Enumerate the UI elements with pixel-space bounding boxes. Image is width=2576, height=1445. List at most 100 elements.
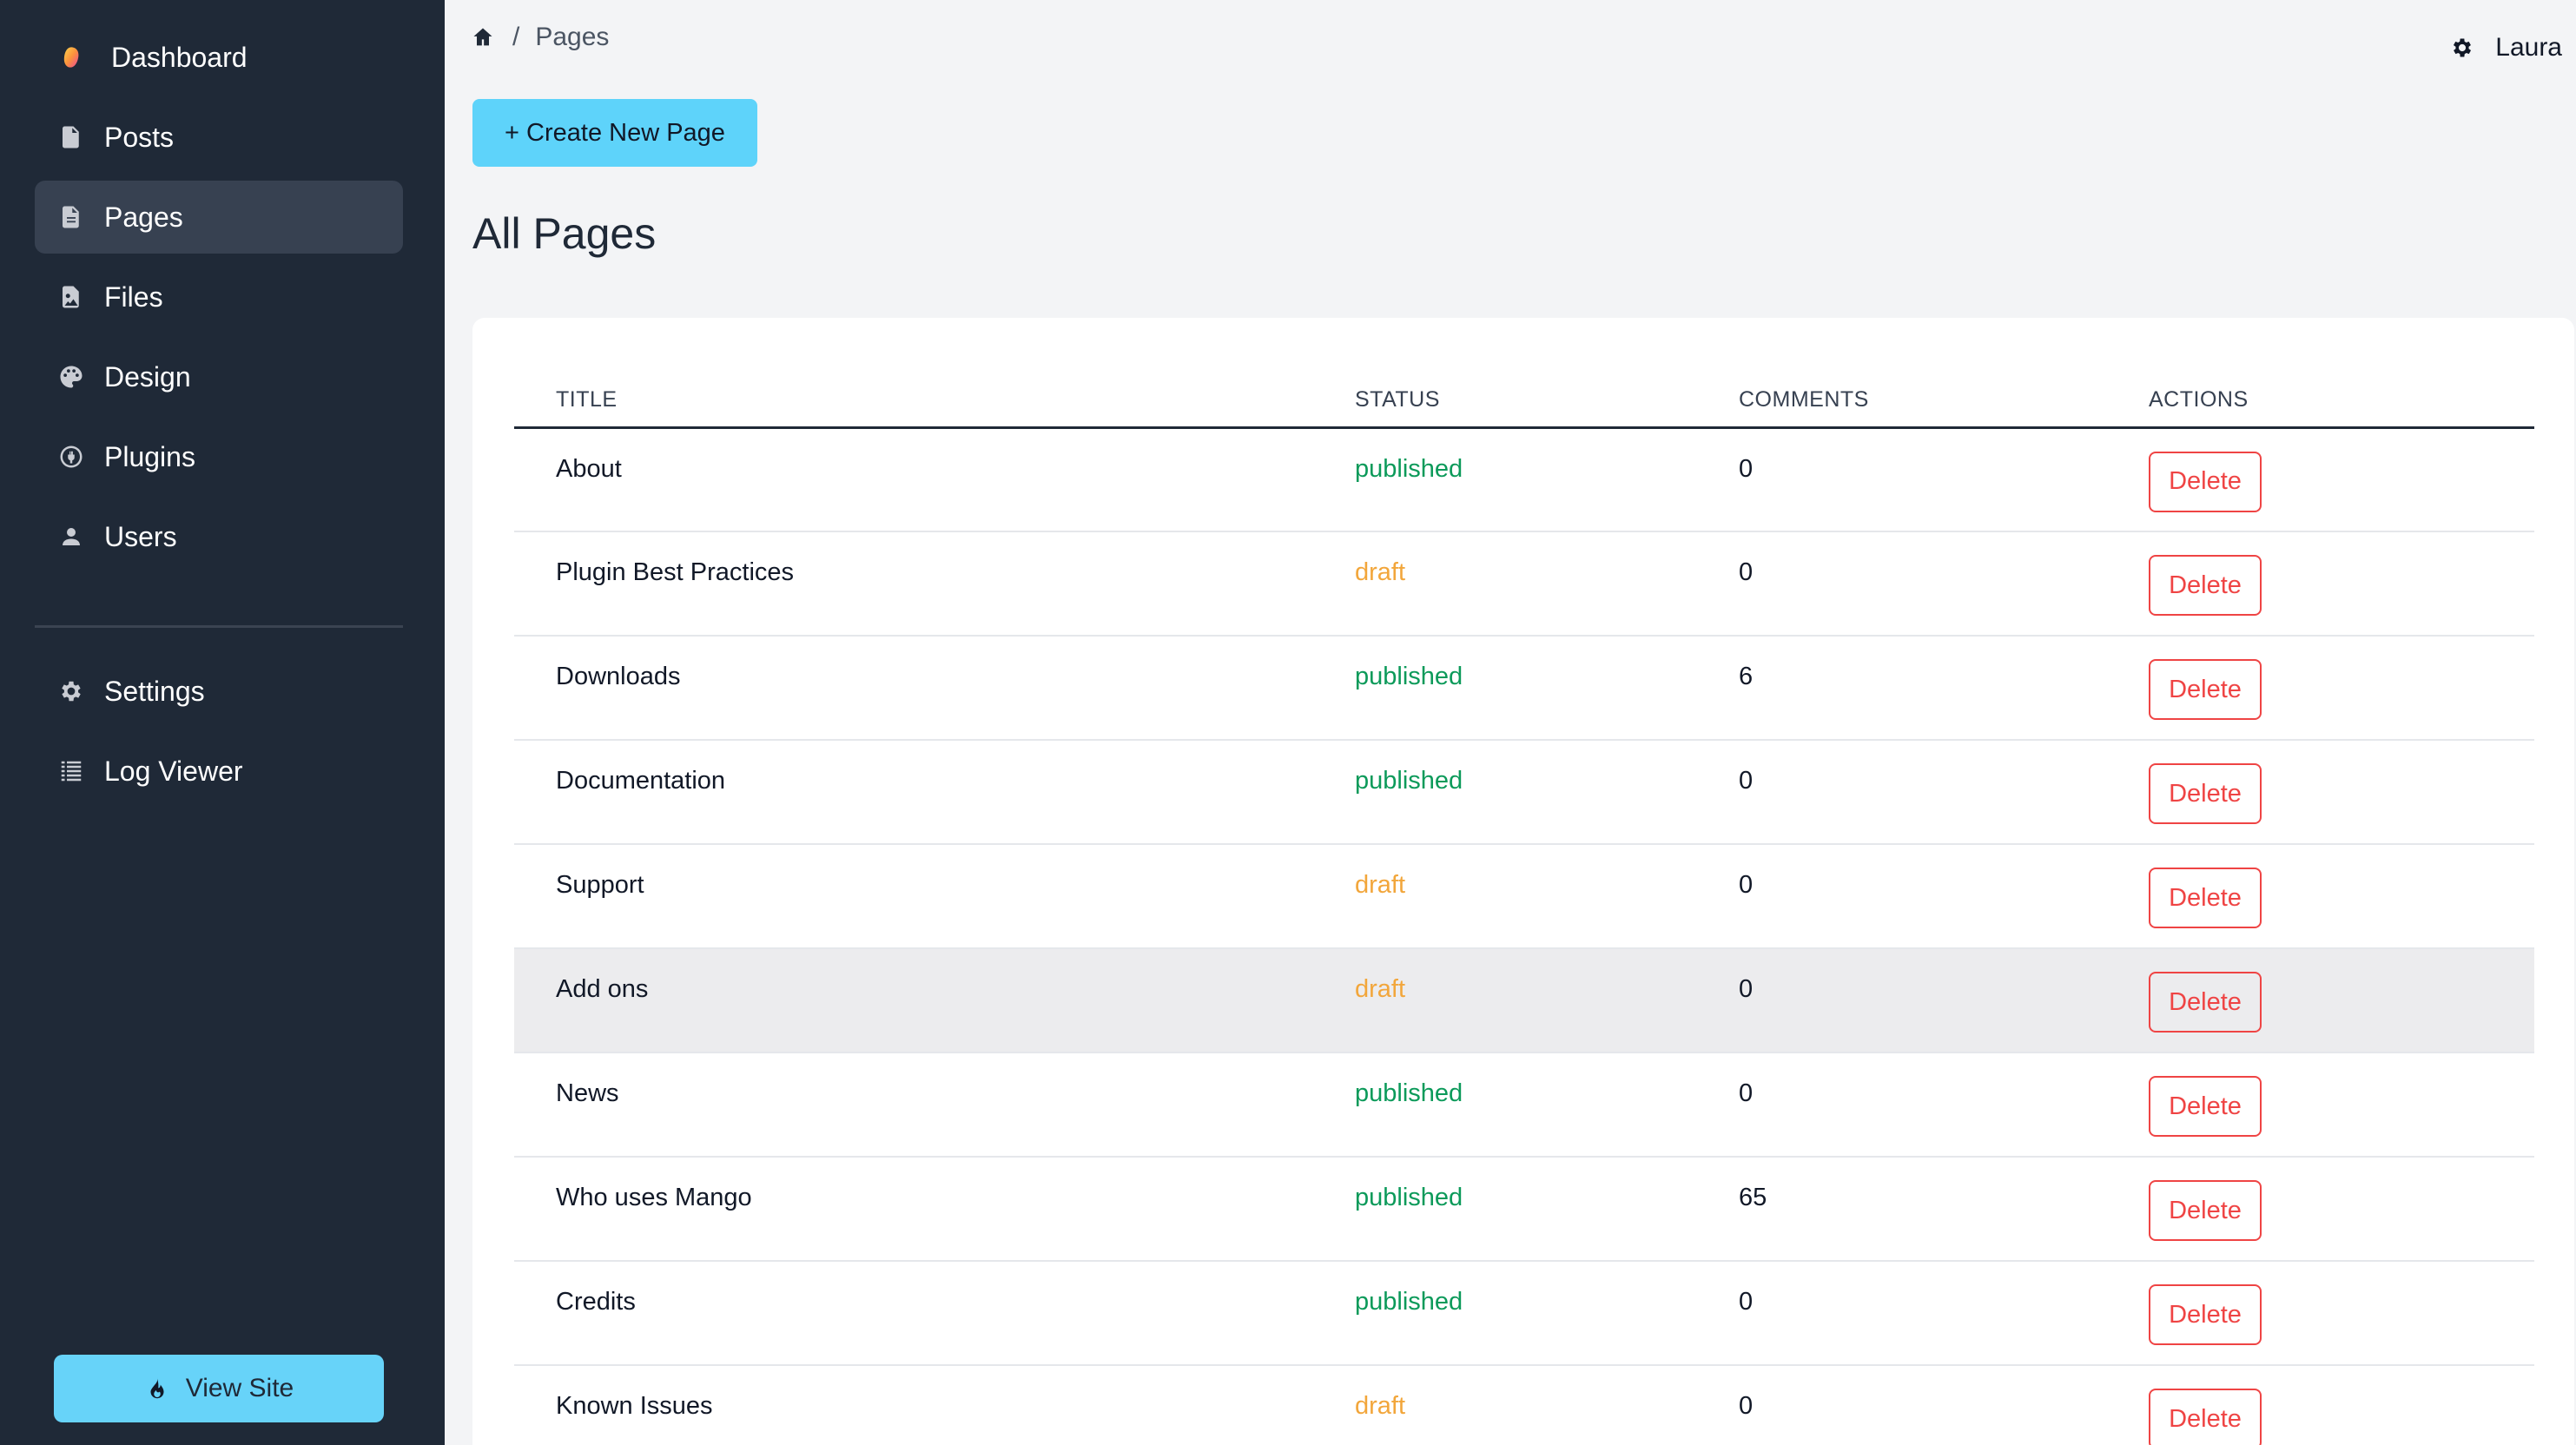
page-title-cell[interactable]: Downloads	[556, 663, 681, 690]
sidebar: Dashboard Posts Pages Files	[0, 0, 445, 1445]
sidebar-divider	[35, 625, 403, 628]
sidebar-nav: Dashboard Posts Pages Files	[35, 21, 403, 580]
table-body: About published 0 Delete Plugin Best Pra…	[514, 427, 2534, 1445]
status-cell: draft	[1355, 975, 1406, 1003]
sidebar-item-files[interactable]: Files	[35, 261, 403, 333]
sidebar-item-log-viewer[interactable]: Log Viewer	[35, 735, 403, 808]
comments-cell: 6	[1739, 663, 1754, 690]
delete-button[interactable]: Delete	[2149, 868, 2262, 928]
sidebar-item-label: Plugins	[104, 440, 195, 472]
create-new-page-button[interactable]: + Create New Page	[472, 99, 757, 167]
page-title-cell[interactable]: Plugin Best Practices	[556, 558, 795, 586]
actions-cell: Delete	[2149, 844, 2534, 948]
comments-cell: 0	[1739, 871, 1754, 899]
actions-cell: Delete	[2149, 531, 2534, 636]
delete-button[interactable]: Delete	[2149, 763, 2262, 824]
sidebar-item-pages[interactable]: Pages	[35, 181, 403, 254]
breadcrumb-separator: /	[512, 23, 520, 51]
status-cell: published	[1355, 1184, 1463, 1211]
status-cell: published	[1355, 663, 1463, 690]
pages-table-card: TITLE STATUS COMMENTS ACTIONS About publ…	[472, 318, 2574, 1445]
actions-cell: Delete	[2149, 1157, 2534, 1261]
page-title-cell[interactable]: Support	[556, 871, 644, 899]
comments-cell: 0	[1739, 1392, 1754, 1420]
delete-button[interactable]: Delete	[2149, 1076, 2262, 1137]
table-row[interactable]: Plugin Best Practices draft 0 Delete	[514, 531, 2534, 636]
actions-cell: Delete	[2149, 636, 2534, 740]
actions-cell: Delete	[2149, 1365, 2534, 1445]
page-title-cell[interactable]: News	[556, 1079, 619, 1107]
sidebar-item-label: Posts	[104, 121, 175, 153]
sidebar-item-label: Design	[104, 360, 191, 393]
delete-button[interactable]: Delete	[2149, 659, 2262, 720]
sidebar-item-posts[interactable]: Posts	[35, 101, 403, 174]
table-row[interactable]: About published 0 Delete	[514, 427, 2534, 531]
table-row[interactable]: Downloads published 6 Delete	[514, 636, 2534, 740]
page-title: All Pages	[472, 209, 657, 258]
image-file-icon	[56, 281, 87, 313]
page-icon	[56, 201, 87, 233]
user-menu[interactable]: Laura	[2450, 33, 2562, 63]
delete-button[interactable]: Delete	[2149, 555, 2262, 616]
sidebar-item-label: Pages	[104, 201, 183, 233]
column-header-title: TITLE	[514, 370, 1355, 429]
delete-button[interactable]: Delete	[2149, 451, 2262, 512]
actions-cell: Delete	[2149, 948, 2534, 1052]
sidebar-item-settings[interactable]: Settings	[35, 655, 403, 728]
user-icon	[56, 521, 87, 552]
delete-button[interactable]: Delete	[2149, 972, 2262, 1033]
column-header-comments: COMMENTS	[1739, 370, 2149, 429]
sidebar-item-users[interactable]: Users	[35, 500, 403, 573]
table-row[interactable]: Known Issues draft 0 Delete	[514, 1365, 2534, 1445]
delete-button[interactable]: Delete	[2149, 1180, 2262, 1241]
actions-cell: Delete	[2149, 1261, 2534, 1365]
comments-cell: 0	[1739, 767, 1754, 795]
sidebar-item-label: Files	[104, 280, 163, 313]
page-title-cell[interactable]: Documentation	[556, 767, 726, 795]
table-row[interactable]: Documentation published 0 Delete	[514, 740, 2534, 844]
table-row[interactable]: News published 0 Delete	[514, 1052, 2534, 1157]
gear-icon[interactable]	[2450, 36, 2474, 60]
delete-button[interactable]: Delete	[2149, 1389, 2262, 1445]
mango-logo-icon	[56, 42, 87, 73]
status-cell: published	[1355, 1288, 1463, 1316]
page-title-cell[interactable]: Who uses Mango	[556, 1184, 752, 1211]
status-cell: draft	[1355, 1392, 1406, 1420]
comments-cell: 0	[1739, 558, 1754, 586]
comments-cell: 0	[1739, 1079, 1754, 1107]
table-row[interactable]: Support draft 0 Delete	[514, 844, 2534, 948]
gear-icon	[56, 676, 87, 707]
home-icon[interactable]	[471, 25, 495, 49]
delete-button[interactable]: Delete	[2149, 1284, 2262, 1345]
table-row[interactable]: Add ons draft 0 Delete	[514, 948, 2534, 1052]
sidebar-item-design[interactable]: Design	[35, 340, 403, 413]
sidebar-item-dashboard[interactable]: Dashboard	[35, 21, 403, 94]
comments-cell: 0	[1739, 975, 1754, 1003]
page-title-cell[interactable]: Credits	[556, 1288, 636, 1316]
column-header-actions: ACTIONS	[2149, 370, 2534, 429]
main-content: / Pages Laura + Create New Page All Page…	[445, 0, 2576, 1445]
table-row[interactable]: Credits published 0 Delete	[514, 1261, 2534, 1365]
table-row[interactable]: Who uses Mango published 65 Delete	[514, 1157, 2534, 1261]
status-cell: published	[1355, 1079, 1463, 1107]
comments-cell: 65	[1739, 1184, 1767, 1211]
sidebar-item-label: Settings	[104, 675, 205, 707]
page-title-cell[interactable]: Known Issues	[556, 1392, 713, 1420]
comments-cell: 0	[1739, 1288, 1754, 1316]
column-header-status: STATUS	[1355, 370, 1739, 429]
actions-cell: Delete	[2149, 427, 2534, 531]
sidebar-item-label: Log Viewer	[104, 755, 243, 787]
sidebar-secondary-nav: Settings Log Viewer	[35, 655, 403, 815]
view-site-button[interactable]: View Site	[54, 1355, 384, 1422]
view-site-label: View Site	[185, 1374, 294, 1402]
breadcrumb: / Pages	[471, 23, 609, 52]
comments-cell: 0	[1739, 454, 1754, 483]
sidebar-item-plugins[interactable]: Plugins	[35, 420, 403, 493]
status-cell: published	[1355, 767, 1463, 795]
page-title-cell[interactable]: Add ons	[556, 975, 649, 1003]
page-title-cell[interactable]: About	[556, 454, 622, 483]
user-name: Laura	[2495, 33, 2562, 62]
actions-cell: Delete	[2149, 740, 2534, 844]
status-cell: draft	[1355, 558, 1406, 586]
